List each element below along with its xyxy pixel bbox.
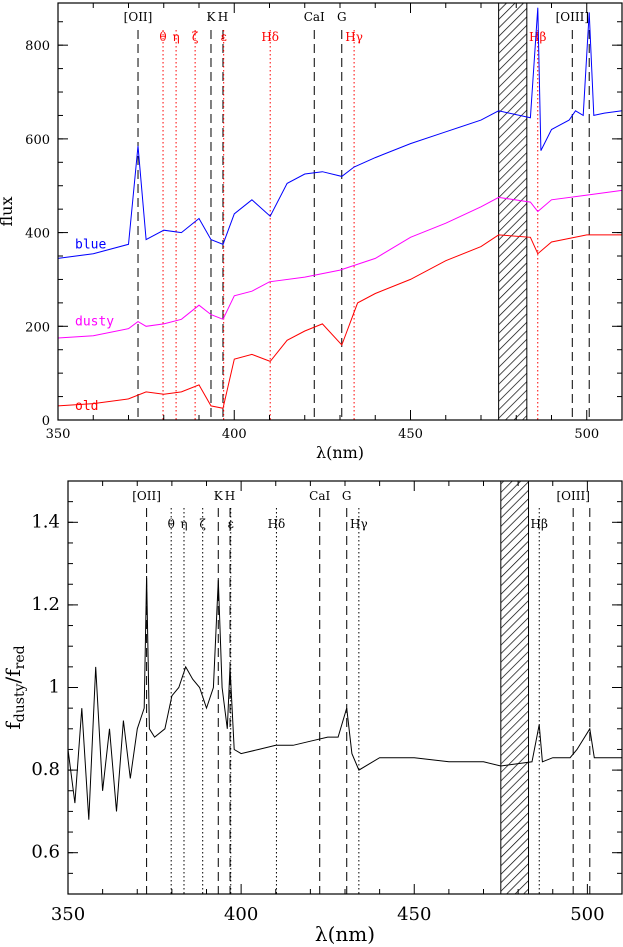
spectral-line-label: η [180,517,187,531]
masked-region [498,2,528,421]
series-line [67,575,622,820]
y-tick-label: 1 [49,677,60,698]
y-tick-label: 0 [42,414,50,429]
series-label: dusty [75,315,114,330]
y-tick-label: 200 [25,320,50,335]
y-axis-label: flux [0,197,16,227]
spectral-line-label: H [218,10,228,24]
spectral-line-label: G [337,10,347,24]
series-line [57,234,622,409]
y-tick-label: 1.4 [31,511,60,532]
series-line [57,189,623,339]
x-tick-label: 400 [222,427,247,442]
spectral-line-label: Hδ [261,30,279,44]
x-tick-label: 450 [397,904,431,925]
spectral-line-label: [OIII] [556,10,589,24]
spectral-line-label: ζ [192,30,199,44]
y-tick-label: 800 [25,39,50,54]
spectral-line-label: K [207,10,217,24]
x-tick-label: 500 [570,904,604,925]
y-axis-label-part: f [1,721,25,730]
spectral-line-label: K [214,489,224,503]
y-axis-label-subscript: red [12,645,28,669]
spectral-line-label: [OIII] [556,489,589,503]
y-axis-label: fdusty/fred [1,645,28,729]
spectral-line-label: ε [228,517,234,531]
spectral-line-label: Hβ [531,517,548,531]
flux-panel: [OII] θ η ζK Hε Hδ CaI G Hγ Hβ [OIII] blue dusty old 3… [0,2,623,462]
y-axis-label-subscript: dusty [12,683,28,722]
y-tick-label: 0.8 [31,759,60,780]
spectral-line-label: G [342,489,352,503]
x-tick-label: 350 [46,427,71,442]
y-tick-label: 400 [25,227,50,242]
spectral-line-label: Hβ [529,30,546,44]
y-tick-label: 600 [25,133,50,148]
spectral-line-label: η [172,30,179,44]
series-label: blue [75,237,106,252]
spectral-line-label: [OII] [132,489,161,503]
y-tick-label: 1.2 [31,594,60,615]
x-tick-label: 500 [574,427,599,442]
x-axis-label: λ(nm) [316,443,364,462]
spectral-line-label: θ [168,517,175,531]
spectral-line-label: θ [159,30,166,44]
x-tick-label: 350 [51,904,85,925]
spectral-line-label: [OII] [124,10,153,24]
y-tick-label: 0.6 [31,842,60,863]
spectral-line-label: H [225,489,235,503]
spectral-line-label: Hγ [350,517,368,531]
spectral-line-label: ζ [199,517,206,531]
x-tick-label: 400 [224,904,258,925]
series-label: old [75,399,98,414]
spectral-line-label: CaI [309,489,330,503]
masked-region [500,480,530,895]
spectral-line-label: ε [221,30,227,44]
y-axis-label-part: /f [1,668,25,684]
spectral-line-label: Hγ [345,30,363,44]
x-tick-label: 450 [398,427,423,442]
series-line [57,7,623,259]
x-axis-label: λ(nm) [315,922,375,946]
spectral-line-label: CaI [304,10,325,24]
spectral-line-label: Hδ [268,517,286,531]
ratio-panel: [OII] θ η ζK Hε Hδ CaI G Hγ Hβ [OIII] 350 400 450 500 0… [1,480,623,946]
